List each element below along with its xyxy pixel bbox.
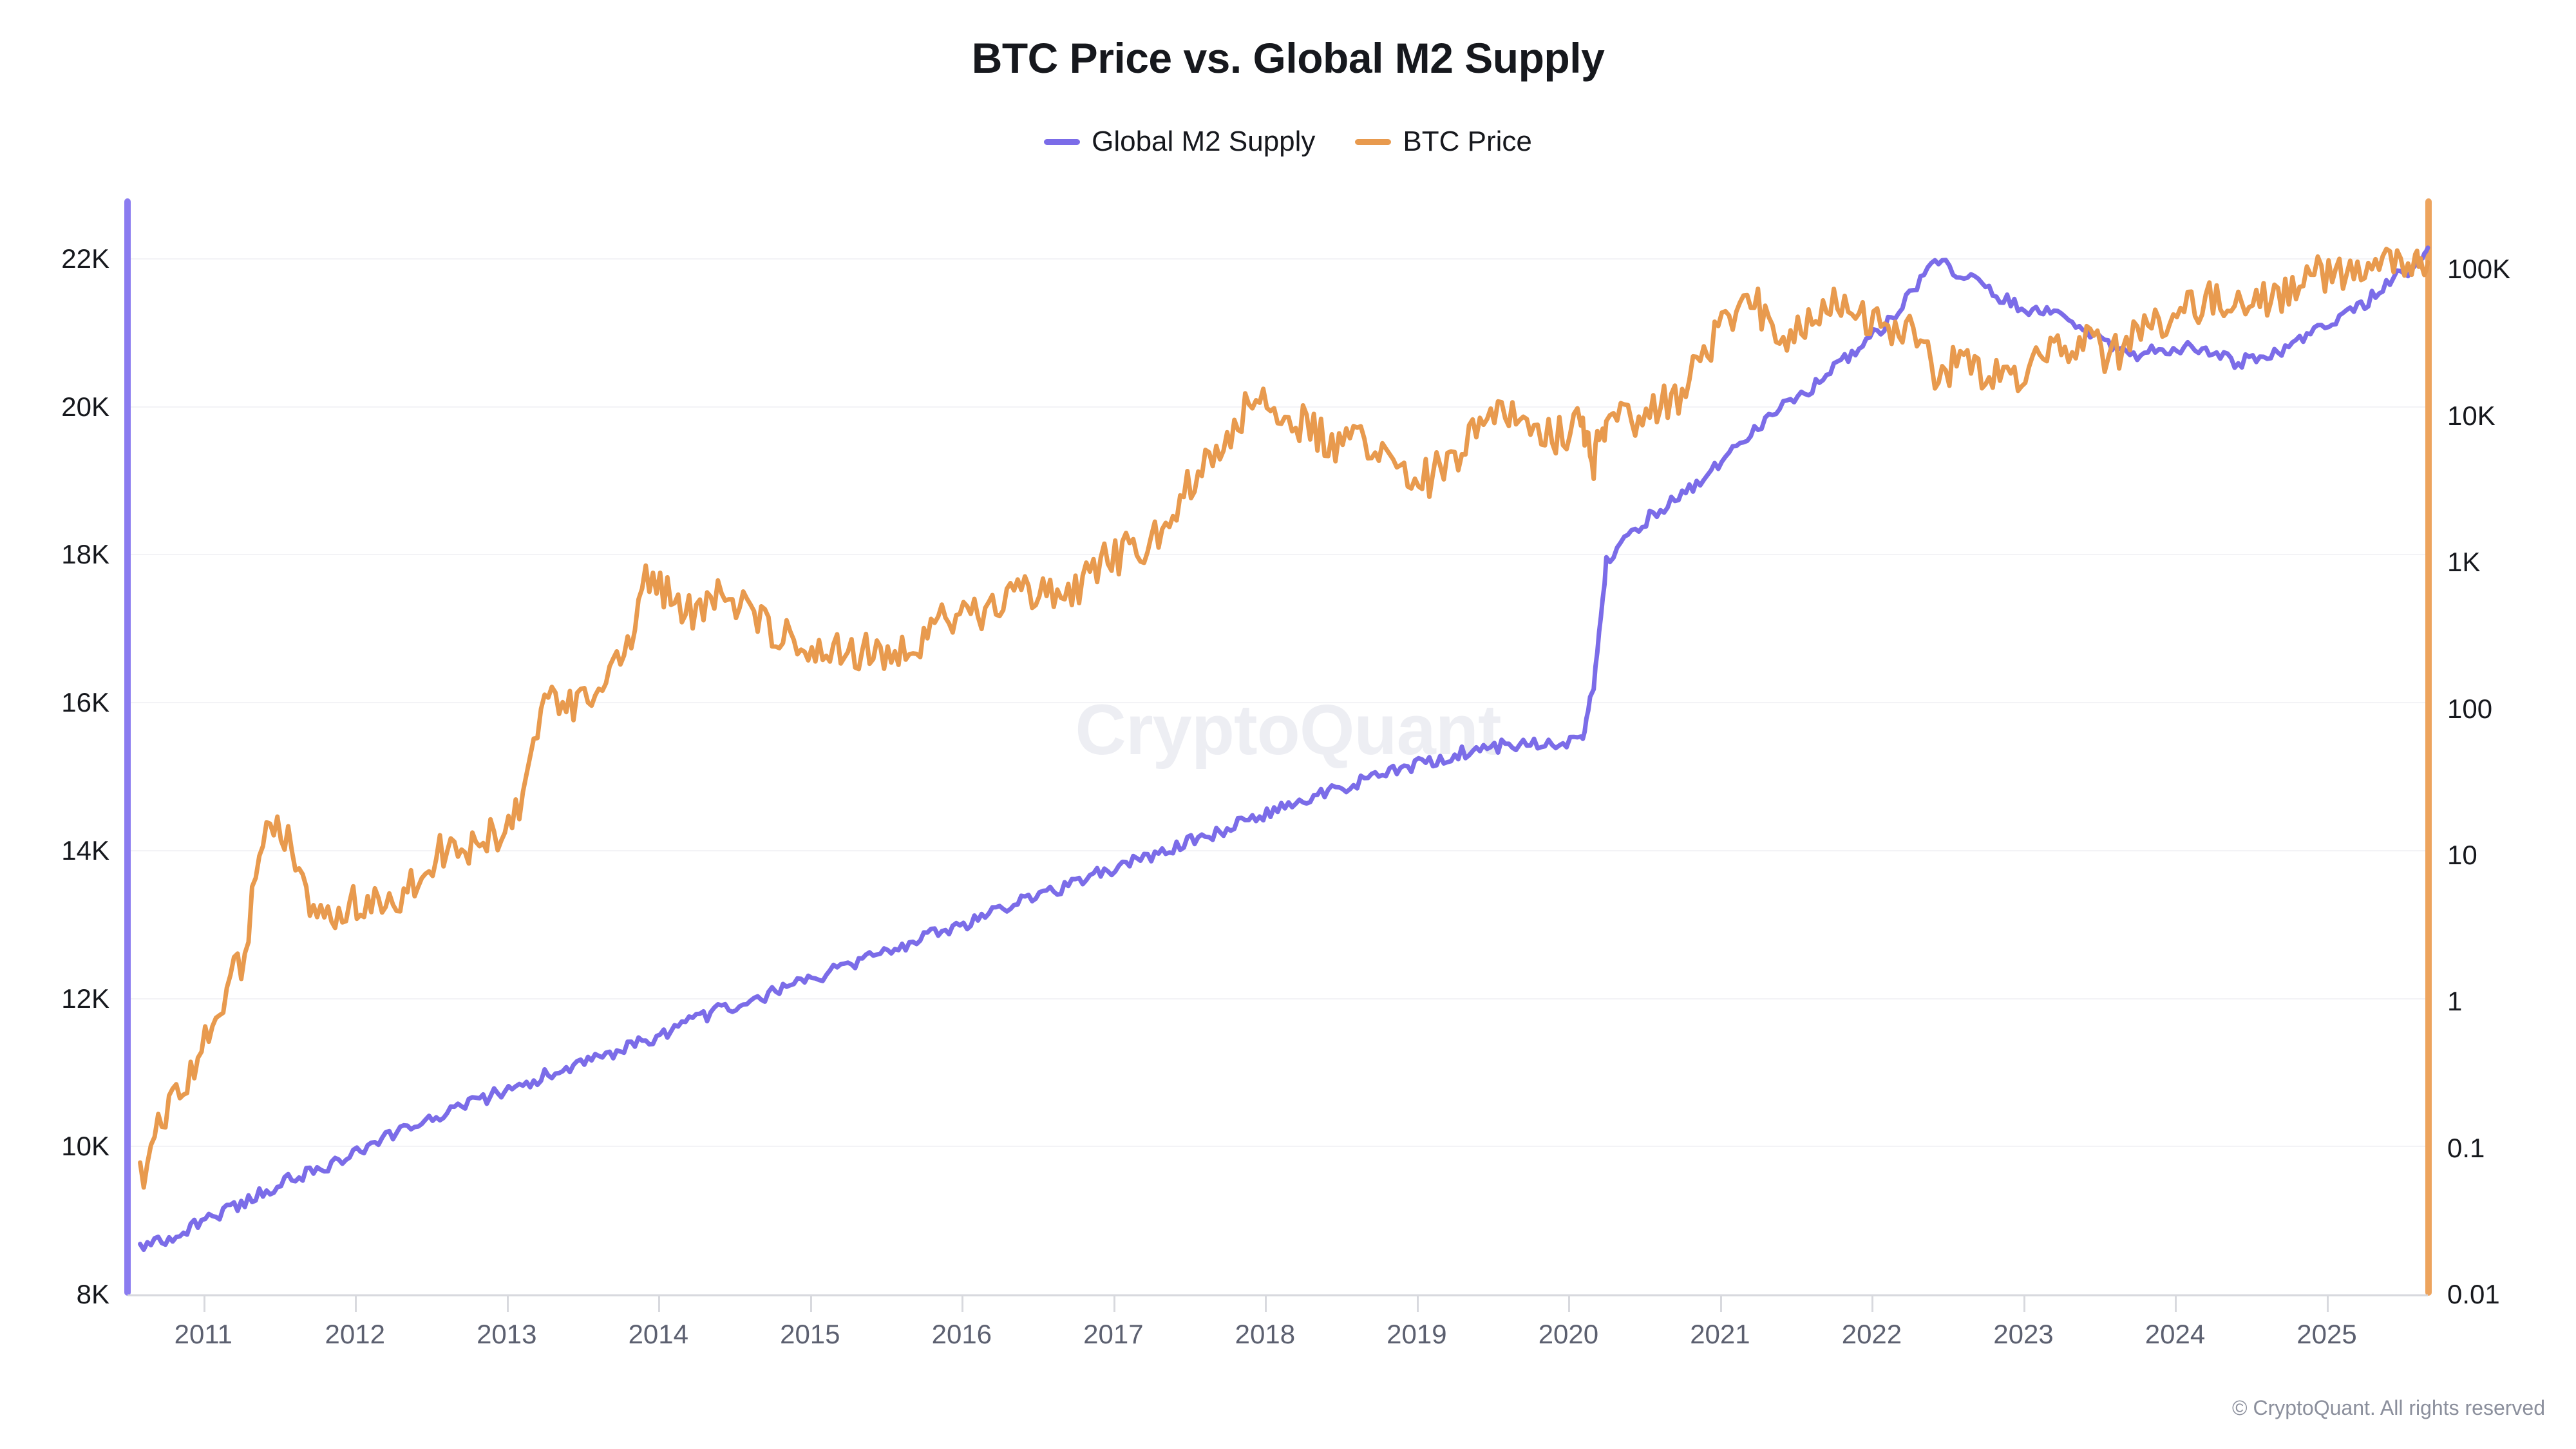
x-tick-mark-2017 xyxy=(1113,1296,1115,1312)
legend-label-global-m2-supply: Global M2 Supply xyxy=(1092,126,1316,157)
y-axis-left-tick-16K: 16K xyxy=(61,687,109,718)
y-axis-left-tick-20K: 20K xyxy=(61,391,109,422)
series-line-btc-price xyxy=(138,247,2430,1190)
x-axis-tick-2018: 2018 xyxy=(1235,1319,1296,1349)
y-axis-right-tick-100K: 100K xyxy=(2447,254,2511,285)
y-axis-left-tick-22K: 22K xyxy=(61,243,109,274)
x-tick-mark-2020 xyxy=(1568,1296,1571,1312)
x-tick-mark-2019 xyxy=(1416,1296,1419,1312)
x-tick-mark-2018 xyxy=(1265,1296,1267,1312)
series-line-global-m2-supply xyxy=(138,245,2430,1253)
x-tick-mark-2015 xyxy=(810,1296,812,1312)
gridline-22K xyxy=(128,258,2428,260)
y-axis-left-tick-18K: 18K xyxy=(61,539,109,570)
y-axis-right-tick-1: 1 xyxy=(2447,986,2463,1017)
x-tick-mark-2021 xyxy=(1719,1296,1722,1312)
x-tick-mark-2011 xyxy=(203,1296,205,1312)
plot-area xyxy=(128,200,2430,1294)
y-axis-left-line xyxy=(124,198,131,1296)
x-axis-tick-2019: 2019 xyxy=(1387,1319,1447,1349)
gridline-18K xyxy=(128,554,2428,556)
x-tick-mark-2025 xyxy=(2326,1296,2329,1312)
legend-swatch-btc-price xyxy=(1355,138,1392,145)
y-axis-left-tick-10K: 10K xyxy=(61,1131,109,1162)
x-axis-tick-2020: 2020 xyxy=(1538,1319,1599,1349)
x-axis-tick-2017: 2017 xyxy=(1083,1319,1144,1349)
gridline-16K xyxy=(128,702,2428,704)
y-axis-right-tick-100: 100 xyxy=(2447,693,2493,724)
x-tick-mark-2016 xyxy=(961,1296,964,1312)
x-tick-mark-2024 xyxy=(2175,1296,2177,1312)
x-axis-tick-2022: 2022 xyxy=(1841,1319,1902,1349)
y-axis-right-tick-10: 10 xyxy=(2447,839,2477,870)
x-axis-tick-2013: 2013 xyxy=(477,1319,537,1349)
y-axis-right-line xyxy=(2425,198,2432,1296)
x-axis-tick-2025: 2025 xyxy=(2297,1319,2357,1349)
chart-title: BTC Price vs. Global M2 Supply xyxy=(971,34,1605,82)
y-axis-right-tick-0.01: 0.01 xyxy=(2447,1279,2500,1309)
legend-item-global-m2-supply[interactable]: Global M2 Supply xyxy=(1044,126,1315,158)
gridline-10K xyxy=(128,1146,2428,1148)
y-axis-left-tick-14K: 14K xyxy=(61,835,109,866)
gridline-12K xyxy=(128,998,2428,999)
y-axis-left-tick-12K: 12K xyxy=(61,983,109,1014)
legend-item-btc-price[interactable]: BTC Price xyxy=(1355,126,1532,158)
x-tick-mark-2023 xyxy=(2023,1296,2025,1312)
x-tick-mark-2022 xyxy=(1871,1296,1874,1312)
gridline-20K xyxy=(128,406,2428,408)
x-axis-tick-2012: 2012 xyxy=(325,1319,385,1349)
copyright-footer: © CryptoQuant. All rights reserved xyxy=(2232,1396,2545,1419)
x-axis-tick-2024: 2024 xyxy=(2145,1319,2206,1349)
x-tick-mark-2013 xyxy=(506,1296,509,1312)
x-axis-tick-2023: 2023 xyxy=(1993,1319,2054,1349)
x-axis-tick-2021: 2021 xyxy=(1690,1319,1750,1349)
y-axis-left-tick-8K: 8K xyxy=(76,1279,109,1309)
x-axis-tick-2011: 2011 xyxy=(174,1319,232,1349)
chart-legend: Global M2 Supply BTC Price xyxy=(0,126,2576,158)
gridline-14K xyxy=(128,849,2428,851)
y-axis-right-tick-1K: 1K xyxy=(2447,547,2481,578)
series-svg xyxy=(138,245,2430,1253)
x-tick-mark-2014 xyxy=(658,1296,661,1312)
legend-swatch-global-m2-supply xyxy=(1044,138,1081,145)
x-axis-tick-2016: 2016 xyxy=(931,1319,992,1349)
x-axis-tick-2015: 2015 xyxy=(780,1319,840,1349)
x-axis-tick-2014: 2014 xyxy=(628,1319,689,1349)
y-axis-right-tick-10K: 10K xyxy=(2447,400,2496,431)
x-axis-line xyxy=(128,1294,2428,1296)
legend-label-btc-price: BTC Price xyxy=(1403,126,1532,157)
y-axis-right-tick-0.1: 0.1 xyxy=(2447,1132,2485,1163)
x-tick-mark-2012 xyxy=(355,1296,357,1312)
